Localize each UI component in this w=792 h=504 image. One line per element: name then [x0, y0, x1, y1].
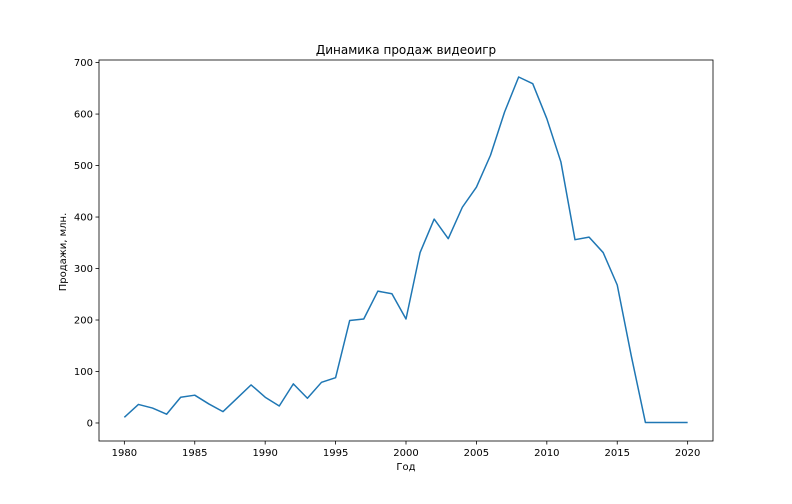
x-tick-label: 2005 — [464, 448, 489, 459]
axes-frame — [98, 59, 714, 442]
x-tick-label: 1995 — [323, 448, 348, 459]
x-tick-label: 2015 — [605, 448, 630, 459]
x-tick-label: 1990 — [252, 448, 277, 459]
y-tick-label: 700 — [74, 58, 93, 69]
x-tick-label: 2020 — [675, 448, 700, 459]
y-axis-label: Продажи, млн. — [58, 213, 69, 292]
y-tick-label: 400 — [74, 213, 93, 224]
chart-title: Динамика продаж видеоигр — [316, 43, 496, 57]
y-tick-label: 300 — [74, 264, 93, 275]
y-tick-label: 500 — [74, 161, 93, 172]
y-tick-label: 100 — [74, 367, 93, 378]
y-tick-label: 600 — [74, 110, 93, 121]
series-line-0 — [123, 76, 688, 424]
x-tick-label: 2010 — [534, 448, 559, 459]
x-tick-label: 1985 — [182, 448, 207, 459]
x-axis-label: Год — [396, 462, 415, 473]
y-tick-label: 0 — [87, 418, 93, 429]
y-tick-label: 200 — [74, 316, 93, 327]
x-axis: 1980 1985 1990 1995 2000 2005 2010 2015 2020 — [112, 441, 700, 459]
x-tick-label: 2000 — [393, 448, 418, 459]
x-tick-label: 1980 — [112, 448, 137, 459]
plot-area — [98, 59, 714, 442]
y-axis: 0 100 200 300 400 500 600 700 — [74, 58, 99, 429]
